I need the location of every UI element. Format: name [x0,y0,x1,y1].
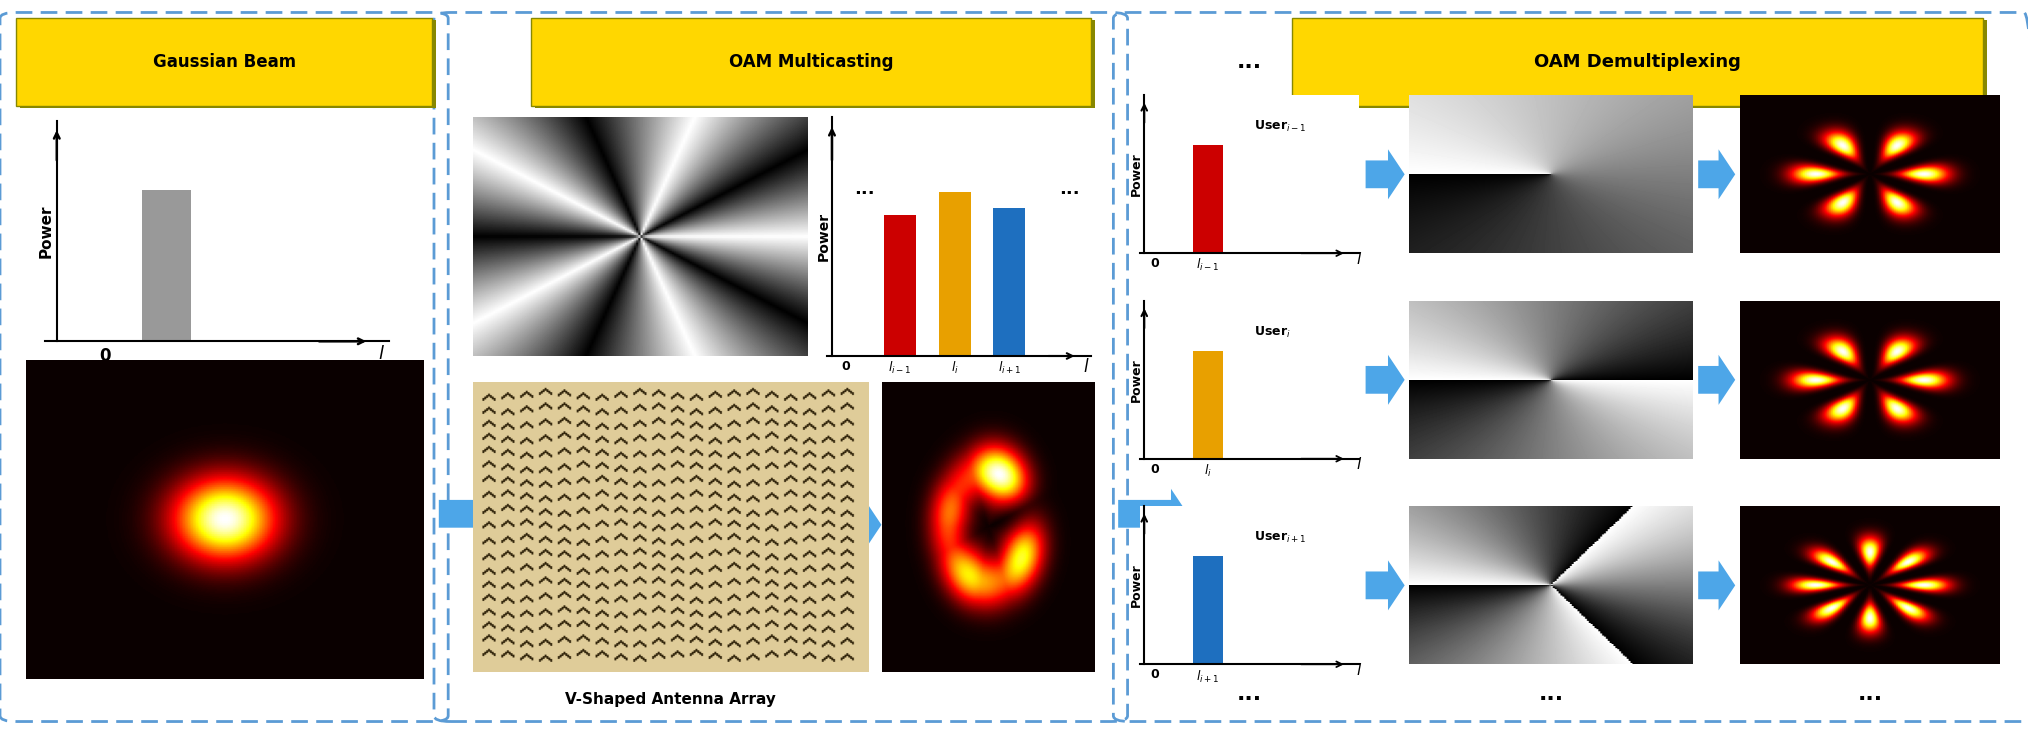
Text: V-Shaped Antenna Array: V-Shaped Antenna Array [566,692,775,707]
Bar [1192,351,1223,459]
Text: ...: ... [1539,52,1564,73]
Y-axis label: Power: Power [1130,564,1144,607]
Text: $l$: $l$ [1355,251,1363,266]
Bar [20,20,436,108]
Bar [535,20,1095,108]
Text: ...: ... [854,180,874,197]
Text: $l$: $l$ [377,345,385,363]
Y-axis label: Power: Power [1130,153,1144,196]
Text: OAM Demultiplexing: OAM Demultiplexing [1533,54,1742,71]
Text: $l$: $l$ [1355,457,1363,472]
Bar [939,192,971,356]
Y-axis label: Power: Power [39,205,55,258]
Text: $l$: $l$ [1355,662,1363,677]
Bar [142,190,191,341]
Bar [1292,18,1983,106]
Text: User$_{i-1}$: User$_{i-1}$ [1253,119,1306,134]
Bar [1192,145,1223,253]
Text: ...: ... [1059,180,1081,197]
Y-axis label: Power: Power [1130,358,1144,401]
Text: ...: ... [1237,52,1261,73]
Bar [884,215,917,356]
Text: User$_i$: User$_i$ [1253,324,1290,340]
Text: ...: ... [1858,52,1882,73]
Bar [1296,20,1987,108]
Bar [531,18,1091,106]
Text: ...: ... [1237,683,1261,704]
Text: OAM Multicasting: OAM Multicasting [728,54,894,71]
Bar [16,18,432,106]
Text: ...: ... [1539,683,1564,704]
Text: User$_{i+1}$: User$_{i+1}$ [1253,530,1306,545]
Text: Gaussian Beam: Gaussian Beam [152,54,296,71]
Y-axis label: Power: Power [817,212,831,261]
Bar [994,208,1026,356]
Text: $l$: $l$ [1083,358,1089,376]
Text: ...: ... [1858,683,1882,704]
Bar [1192,556,1223,664]
